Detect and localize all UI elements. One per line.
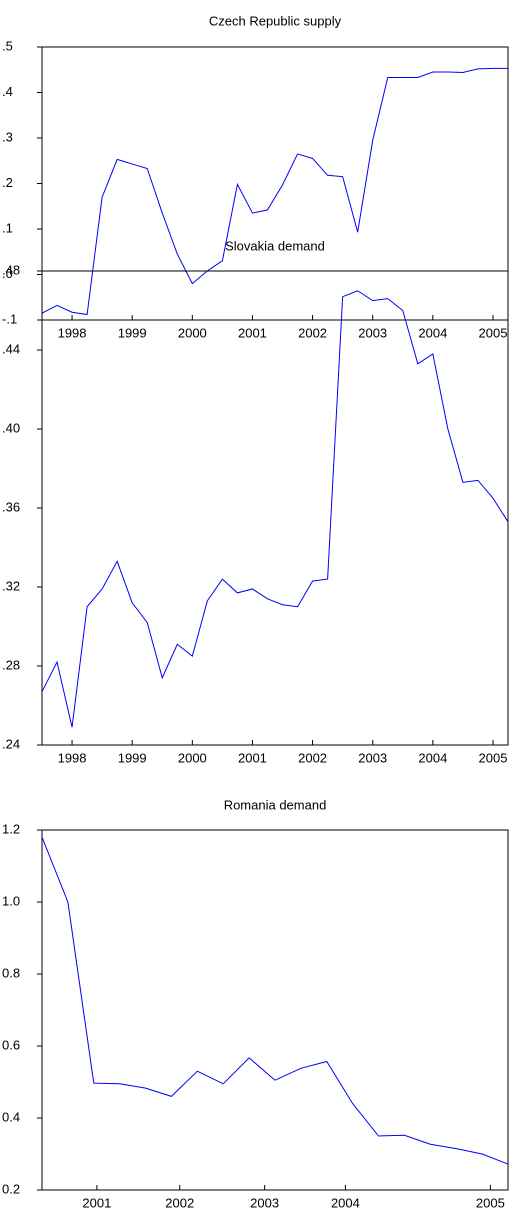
y-tick-label: 0.4	[2, 1109, 20, 1124]
x-tick-label: 1998	[58, 325, 87, 340]
y-tick-label: 0.2	[2, 1181, 20, 1196]
y-tick-label: .44	[2, 341, 20, 356]
chart-title: Romania demand	[224, 797, 327, 812]
x-tick-label: 2004	[418, 325, 447, 340]
y-tick-label: .1	[2, 220, 13, 235]
y-tick-label: .2	[2, 175, 13, 190]
x-tick-label: 2003	[250, 1195, 279, 1210]
y-tick-label: .3	[2, 129, 13, 144]
x-tick-label: 2005	[476, 1195, 505, 1210]
x-tick-label: 1999	[118, 325, 147, 340]
x-tick-label: 2001	[238, 750, 267, 765]
x-tick-label: 1999	[118, 750, 147, 765]
plot-frame	[41, 829, 509, 1191]
x-tick-label: 2004	[331, 1195, 360, 1210]
data-line	[41, 67, 508, 316]
x-tick-label: 2002	[298, 325, 327, 340]
y-tick-label: .4	[2, 84, 13, 99]
y-tick-label: 0.8	[2, 965, 20, 980]
x-tick-label: 2000	[178, 750, 207, 765]
chart-title: Slovakia demand	[225, 238, 325, 253]
y-tick-label: 1.2	[2, 821, 20, 836]
y-tick-label: .48	[2, 262, 20, 277]
x-tick-label: 2001	[82, 1195, 111, 1210]
y-tick-label: .36	[2, 499, 20, 514]
y-tick-label: .0	[2, 266, 13, 281]
x-tick-label: 2005	[479, 750, 508, 765]
y-tick-label: -.1	[2, 311, 17, 326]
y-tick-label: .40	[2, 420, 20, 435]
y-tick-label: .24	[2, 736, 20, 751]
y-tick-label: .28	[2, 657, 20, 672]
y-tick-label: 1.0	[2, 893, 20, 908]
plot-frame	[41, 46, 509, 321]
chart-title: Czech Republic supply	[209, 13, 342, 28]
data-line	[41, 290, 509, 728]
x-tick-label: 2001	[238, 325, 267, 340]
x-tick-label: 1998	[58, 750, 87, 765]
y-tick-label: .5	[2, 38, 13, 53]
x-tick-label: 2002	[298, 750, 327, 765]
x-tick-label: 2003	[358, 750, 387, 765]
plot-frame	[41, 270, 509, 746]
x-tick-label: 2004	[418, 750, 447, 765]
data-line	[41, 837, 509, 1165]
x-tick-label: 2002	[165, 1195, 194, 1210]
x-tick-label: 2005	[479, 325, 508, 340]
x-tick-label: 2003	[358, 325, 387, 340]
y-tick-label: 0.6	[2, 1037, 20, 1052]
y-tick-label: .32	[2, 578, 20, 593]
x-tick-label: 2000	[178, 325, 207, 340]
